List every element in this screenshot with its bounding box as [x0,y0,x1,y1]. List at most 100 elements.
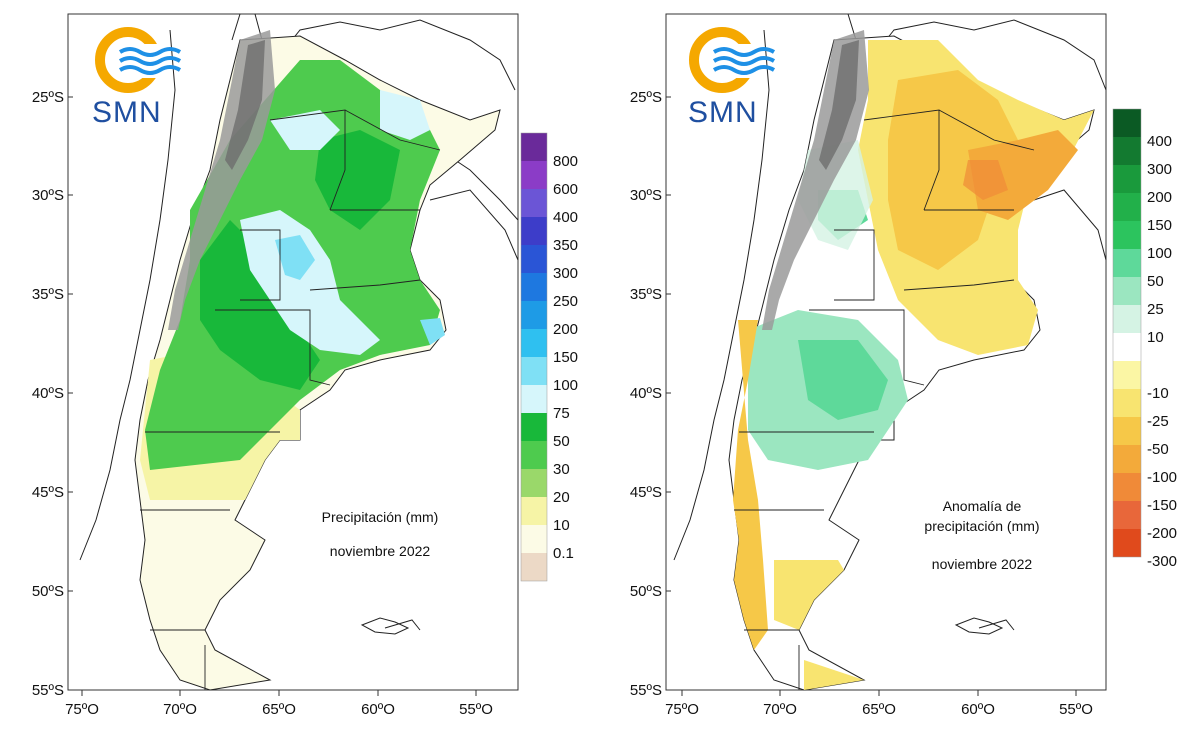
legend-swatch [521,553,547,581]
legend-swatch [1113,417,1141,445]
lat-label: 35ºS [630,286,662,303]
legend-label: -50 [1147,441,1169,458]
caption-line-3: noviembre 2022 [932,556,1033,572]
legend-swatch [1113,249,1141,277]
legend-swatch [521,385,547,413]
legend-swatch [521,161,547,189]
lat-label: 25ºS [630,89,662,106]
lat-label: 55ºS [32,682,64,699]
lon-label: 75ºO [65,701,99,718]
legend-swatch [521,133,547,161]
legend-label: 10 [553,517,570,534]
lat-label: 50ºS [32,583,64,600]
legend-label: 250 [553,293,578,310]
lon-label: 70ºO [163,701,197,718]
legend-swatch [521,329,547,357]
lon-label: 65ºO [262,701,296,718]
lon-label: 60ºO [961,701,995,718]
argentina-anomaly-fill [728,30,1095,691]
legend-swatch [521,357,547,385]
legend-label: 75 [553,405,570,422]
legend-label: 100 [553,377,578,394]
province-borders [734,109,1035,690]
legend-label: 150 [1147,217,1172,234]
legend-swatch [521,469,547,497]
legend-swatch [1113,445,1141,473]
lat-label: 35ºS [32,286,64,303]
caption-line-1: Anomalía de [943,498,1022,514]
caption-line-2: noviembre 2022 [330,543,431,559]
legend-label: 350 [553,237,578,254]
legend-label: 400 [553,209,578,226]
legend-label: 100 [1147,245,1172,262]
precipitation-map-panel: SMN Precipitación (mm) noviembre 2022 25… [32,13,578,718]
legend-label: -300 [1147,553,1177,570]
province-borders [140,109,441,690]
legend-swatch [1113,109,1141,137]
latitude-axis: 25ºS 30ºS 35ºS 40ºS 45ºS 50ºS 55ºS [630,89,671,699]
legend-label: 25 [1147,301,1164,318]
legend-swatch [521,525,547,553]
legend-swatch [1113,277,1141,305]
lat-label: 50ºS [630,583,662,600]
malvinas-islands [954,617,1015,635]
lon-label: 70ºO [763,701,797,718]
legend-swatch [1113,473,1141,501]
smn-logo-wave-1 [712,47,776,57]
smn-logo-wave-2 [118,56,182,66]
smn-logo-text: SMN [92,96,162,129]
anomaly-map-panel: SMN Anomalía de precipitación (mm) novie… [630,13,1177,718]
precipitation-legend: 800 600 400 350 300 250 200 150 100 75 50 30 20 10 0.1 [520,132,578,582]
map-caption: Anomalía de precipitación (mm) noviembre… [924,498,1039,572]
legend-label: 20 [553,489,570,506]
legend-swatch [521,413,547,441]
legend-label: 50 [553,433,570,450]
anomaly-legend: 400 300 200 150 100 50 25 10 -10 -25 -50 -100 -150 -2… [1112,108,1177,570]
smn-logo-wave-3 [118,65,182,75]
lat-label: 45ºS [32,484,64,501]
smn-logo: SMN [92,27,182,129]
legend-swatch [521,301,547,329]
legend-swatch [521,245,547,273]
lon-label: 55ºO [1059,701,1093,718]
lat-label: 40ºS [630,385,662,402]
longitude-axis: 75ºO 70ºO 65ºO 60ºO 55ºO [665,690,1093,718]
lat-label: 30ºS [32,187,64,204]
latitude-axis: 25ºS 30ºS 35ºS 40ºS 45ºS 50ºS 55ºS [32,89,73,699]
legend-label: 0.1 [553,545,574,562]
smn-logo: SMN [688,27,776,129]
caption-line-1: Precipitación (mm) [322,509,439,525]
legend-swatch [1113,361,1141,389]
lat-label: 55ºS [630,682,662,699]
legend-label: 30 [553,461,570,478]
legend-swatch [1113,165,1141,193]
legend-label: 300 [553,265,578,282]
legend-label: 600 [553,181,578,198]
legend-swatch [1113,501,1141,529]
lat-label: 25ºS [32,89,64,106]
lon-label: 65ºO [862,701,896,718]
lon-label: 75ºO [665,701,699,718]
lat-label: 45ºS [630,484,662,501]
legend-border [520,132,548,582]
smn-logo-wave-2 [712,56,776,66]
legend-label: 50 [1147,273,1164,290]
legend-label: -100 [1147,469,1177,486]
legend-label: -200 [1147,525,1177,542]
map-caption: Precipitación (mm) noviembre 2022 [322,509,439,559]
legend-label: 800 [553,153,578,170]
legend-label: 200 [553,321,578,338]
lon-label: 60ºO [361,701,395,718]
legend-swatch [1113,221,1141,249]
smn-logo-text: SMN [688,96,758,129]
legend-label: 10 [1147,329,1164,346]
legend-label: 400 [1147,133,1172,150]
caption-line-2: precipitación (mm) [924,518,1039,534]
legend-swatch [1113,305,1141,333]
legend-label: 200 [1147,189,1172,206]
lat-label: 30ºS [630,187,662,204]
legend-label: -10 [1147,385,1169,402]
lon-label: 55ºO [459,701,493,718]
legend-label: -25 [1147,413,1169,430]
lat-label: 40ºS [32,385,64,402]
